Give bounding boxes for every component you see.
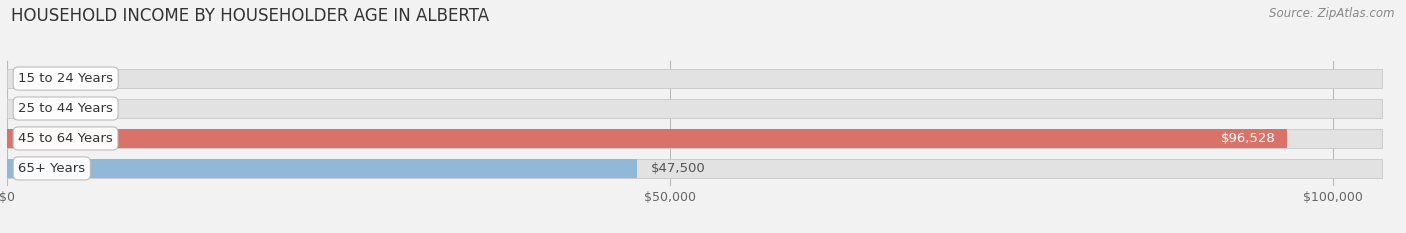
Text: 45 to 64 Years: 45 to 64 Years <box>18 132 112 145</box>
Text: HOUSEHOLD INCOME BY HOUSEHOLDER AGE IN ALBERTA: HOUSEHOLD INCOME BY HOUSEHOLDER AGE IN A… <box>11 7 489 25</box>
Text: 15 to 24 Years: 15 to 24 Years <box>18 72 112 85</box>
Bar <box>7 99 1382 118</box>
Text: Source: ZipAtlas.com: Source: ZipAtlas.com <box>1270 7 1395 20</box>
Bar <box>7 129 1286 148</box>
Text: $96,528: $96,528 <box>1220 132 1275 145</box>
Text: $47,500: $47,500 <box>651 162 706 175</box>
Text: 65+ Years: 65+ Years <box>18 162 86 175</box>
Text: $0: $0 <box>21 102 38 115</box>
Text: 25 to 44 Years: 25 to 44 Years <box>18 102 112 115</box>
Bar <box>7 159 637 178</box>
Bar <box>7 159 1382 178</box>
Text: $0: $0 <box>21 72 38 85</box>
Bar <box>7 129 1382 148</box>
Bar <box>7 69 1382 88</box>
